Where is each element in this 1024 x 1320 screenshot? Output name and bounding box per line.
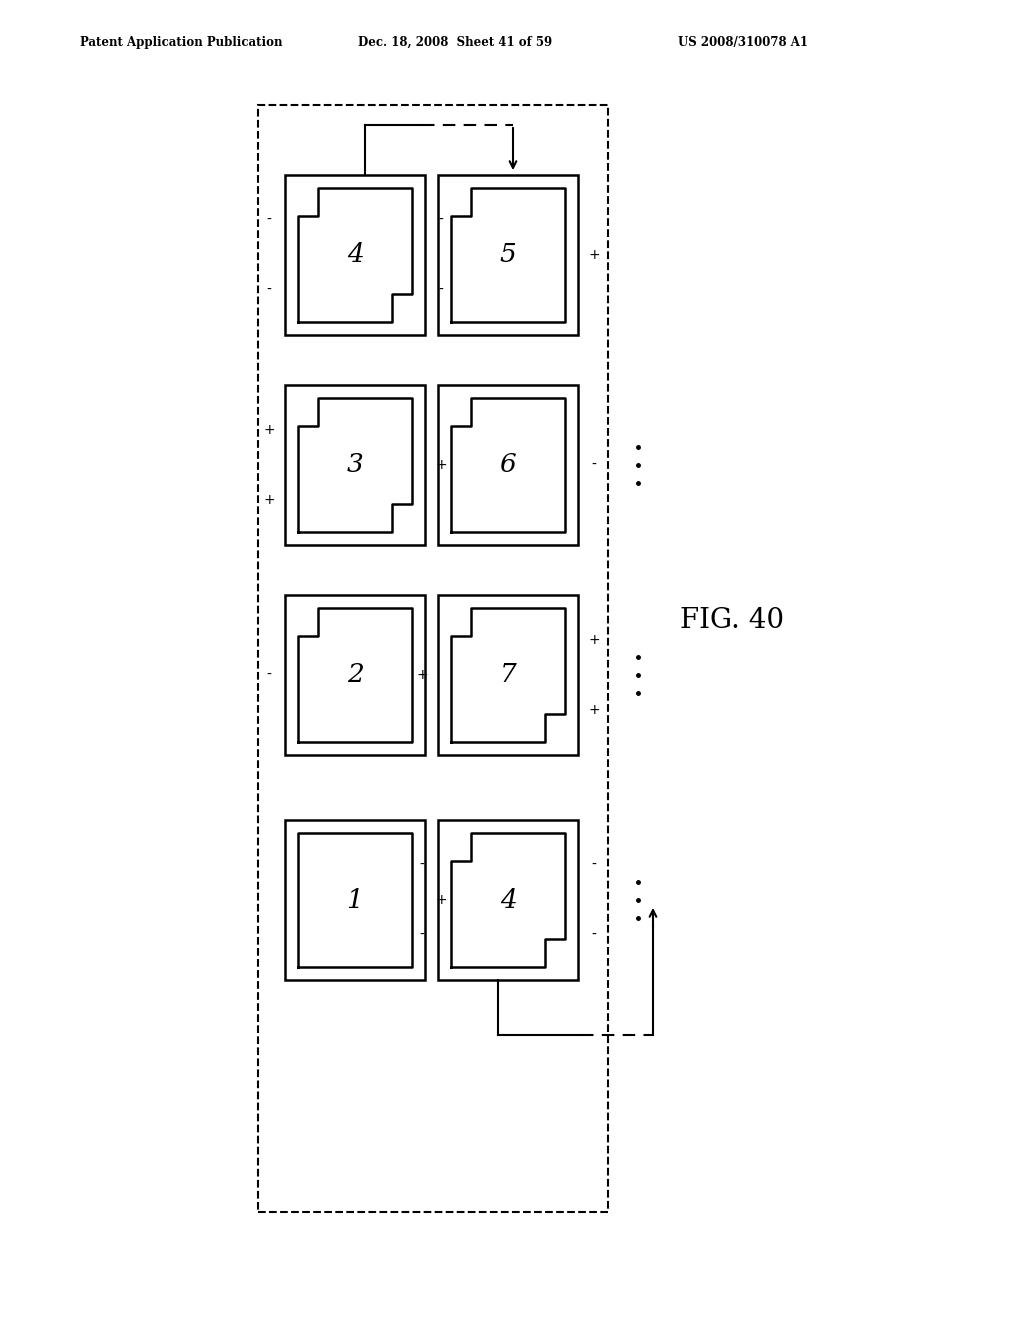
Text: 3: 3 (347, 453, 364, 478)
Text: -: - (592, 858, 596, 871)
Text: +: + (435, 458, 446, 473)
Bar (438, 820, 578, 979)
Text: +: + (588, 632, 600, 647)
Text: 5: 5 (500, 243, 516, 268)
Text: Dec. 18, 2008  Sheet 41 of 59: Dec. 18, 2008 Sheet 41 of 59 (358, 36, 552, 49)
Bar (438, 176, 578, 335)
Bar (285, 820, 425, 979)
Text: -: - (438, 213, 443, 227)
Text: -: - (592, 458, 596, 473)
Text: 4: 4 (500, 887, 516, 912)
Text: +: + (588, 248, 600, 261)
Text: +: + (416, 668, 428, 682)
Bar (438, 595, 578, 755)
Text: +: + (588, 704, 600, 717)
Text: -: - (438, 284, 443, 297)
Text: 6: 6 (500, 453, 516, 478)
Bar (438, 385, 578, 545)
Bar (285, 385, 425, 545)
Text: +: + (435, 894, 446, 907)
Text: 7: 7 (500, 663, 516, 688)
Text: -: - (420, 928, 424, 942)
Text: US 2008/310078 A1: US 2008/310078 A1 (678, 36, 808, 49)
Text: 2: 2 (347, 663, 364, 688)
Text: +: + (263, 494, 274, 507)
Text: -: - (266, 213, 271, 227)
Text: -: - (266, 668, 271, 682)
Text: -: - (592, 928, 596, 942)
Text: 1: 1 (347, 887, 364, 912)
Bar (285, 595, 425, 755)
Text: 4: 4 (347, 243, 364, 268)
Bar (285, 176, 425, 335)
Text: -: - (420, 858, 424, 871)
Text: Patent Application Publication: Patent Application Publication (80, 36, 283, 49)
Text: +: + (263, 422, 274, 437)
Bar (258, 106, 608, 1212)
Text: -: - (266, 284, 271, 297)
Text: FIG. 40: FIG. 40 (680, 606, 784, 634)
